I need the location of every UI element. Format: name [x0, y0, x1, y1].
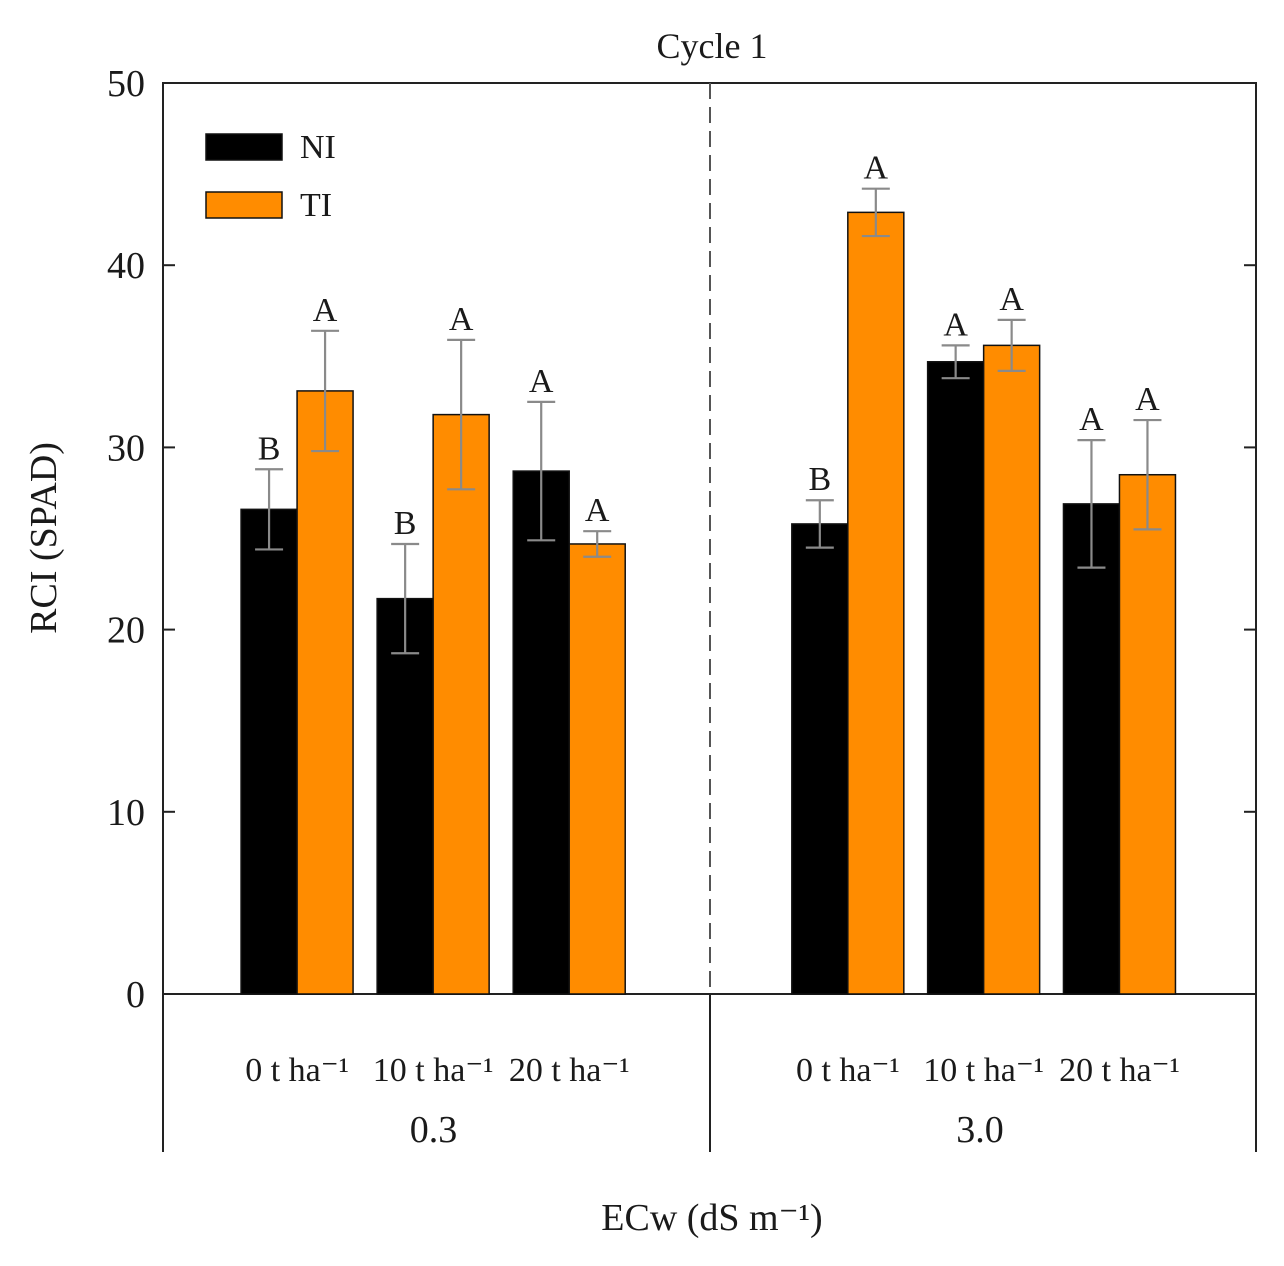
significance-letter: A: [449, 301, 474, 338]
x-category-labels: 0.3 3.0 0 t ha⁻¹ 10 t ha⁻¹ 20 t ha⁻¹ 0 t ha⁻¹…: [245, 1052, 1180, 1151]
bar-ti: [432, 413, 490, 995]
error-bars: [255, 187, 1162, 655]
x-category-label: 0 t ha⁻¹: [796, 1052, 900, 1089]
significance-letter: A: [864, 150, 889, 187]
significance-letter: A: [999, 281, 1024, 318]
plot-frame: [162, 82, 1257, 1152]
significance-letter: A: [943, 306, 968, 343]
bar-ti: [1118, 473, 1177, 995]
bar-marks: [240, 211, 1177, 995]
legend-label-ni: NI: [300, 129, 336, 166]
x-axis-label: ECw (dS m⁻¹): [601, 1197, 822, 1239]
x-category-label: 20 t ha⁻¹: [509, 1052, 630, 1089]
y-axis: 0 10 20 30 40 50: [107, 63, 1256, 1016]
chart-title: Cycle 1: [657, 26, 768, 66]
significance-letter: A: [1135, 381, 1160, 418]
significance-letter: A: [529, 363, 554, 400]
x-group-label: 3.0: [956, 1109, 1004, 1151]
y-tick-label: 50: [107, 63, 145, 105]
x-category-label: 0 t ha⁻¹: [245, 1052, 349, 1089]
significance-letter: A: [313, 292, 338, 329]
x-category-label: 10 t ha⁻¹: [923, 1052, 1044, 1089]
bar-ni: [240, 508, 298, 995]
legend: NI TI: [205, 129, 336, 224]
bar-ti: [982, 344, 1041, 995]
legend-swatch-ni: [205, 133, 283, 161]
y-tick-label: 0: [126, 974, 145, 1016]
significance-letter: B: [394, 505, 417, 542]
legend-swatch-ti: [205, 191, 283, 219]
bar-ti: [568, 543, 626, 995]
y-tick-label: 20: [107, 610, 145, 652]
legend-label-ti: TI: [300, 187, 332, 224]
x-group-label: 0.3: [410, 1109, 458, 1151]
significance-letter: B: [808, 461, 831, 498]
x-category-label: 20 t ha⁻¹: [1059, 1052, 1180, 1089]
bar-ni: [926, 361, 985, 995]
y-axis-label: RCI (SPAD): [23, 442, 65, 634]
y-tick-label: 30: [107, 427, 145, 469]
significance-letter: A: [1079, 401, 1104, 438]
y-tick-label: 40: [107, 245, 145, 287]
y-tick-label: 10: [107, 792, 145, 834]
bar-ni: [512, 470, 570, 995]
bar-ti: [296, 390, 354, 995]
bar-ni: [1062, 503, 1121, 995]
x-category-label: 10 t ha⁻¹: [373, 1052, 494, 1089]
bar-ti: [847, 211, 905, 995]
bar-ni: [791, 523, 849, 995]
significance-letter: B: [258, 430, 281, 467]
significance-letter: A: [585, 492, 610, 529]
bar-ni: [376, 597, 434, 995]
